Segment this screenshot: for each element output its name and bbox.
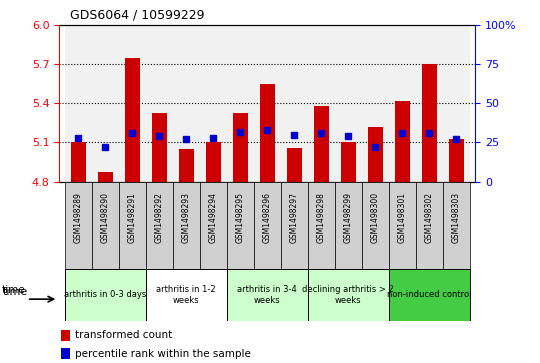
Bar bbox=[227, 269, 308, 321]
Text: percentile rank within the sample: percentile rank within the sample bbox=[76, 348, 251, 359]
Bar bbox=[389, 269, 470, 321]
Text: time: time bbox=[3, 287, 28, 297]
Text: GSM1498296: GSM1498296 bbox=[263, 192, 272, 243]
Text: arthritis in 1-2
weeks: arthritis in 1-2 weeks bbox=[157, 285, 216, 305]
Bar bbox=[389, 182, 416, 269]
Bar bbox=[314, 106, 329, 182]
Text: GSM1498300: GSM1498300 bbox=[371, 192, 380, 243]
Bar bbox=[260, 84, 275, 182]
Bar bbox=[335, 182, 362, 269]
Bar bbox=[125, 58, 140, 182]
Bar bbox=[335, 25, 362, 182]
Bar bbox=[173, 182, 200, 269]
Bar bbox=[389, 25, 416, 182]
Bar bbox=[422, 64, 437, 182]
Bar bbox=[146, 269, 227, 321]
Text: GSM1498294: GSM1498294 bbox=[209, 192, 218, 243]
Bar bbox=[227, 182, 254, 269]
Bar bbox=[119, 25, 146, 182]
Bar bbox=[281, 182, 308, 269]
Text: GSM1498289: GSM1498289 bbox=[74, 192, 83, 243]
Text: GSM1498303: GSM1498303 bbox=[452, 192, 461, 243]
Bar bbox=[146, 25, 173, 182]
Bar bbox=[92, 25, 119, 182]
Text: GSM1498292: GSM1498292 bbox=[155, 192, 164, 243]
Bar bbox=[179, 149, 194, 182]
Bar bbox=[254, 182, 281, 269]
Bar bbox=[254, 25, 281, 182]
Bar bbox=[146, 182, 173, 269]
Text: GSM1498301: GSM1498301 bbox=[398, 192, 407, 243]
Bar bbox=[443, 25, 470, 182]
Text: GSM1498302: GSM1498302 bbox=[425, 192, 434, 243]
Bar bbox=[200, 25, 227, 182]
Bar bbox=[308, 182, 335, 269]
Bar bbox=[65, 269, 146, 321]
Bar bbox=[281, 25, 308, 182]
Bar bbox=[362, 182, 389, 269]
Bar bbox=[173, 25, 200, 182]
Bar bbox=[368, 127, 383, 182]
Text: GSM1498297: GSM1498297 bbox=[290, 192, 299, 243]
Text: non-induced control: non-induced control bbox=[387, 290, 471, 299]
Bar bbox=[362, 25, 389, 182]
Bar bbox=[416, 25, 443, 182]
Bar bbox=[200, 182, 227, 269]
Bar bbox=[341, 143, 356, 182]
Text: GDS6064 / 10599229: GDS6064 / 10599229 bbox=[70, 9, 205, 22]
Bar bbox=[61, 348, 70, 359]
Bar bbox=[119, 182, 146, 269]
Bar bbox=[65, 182, 92, 269]
Bar bbox=[233, 113, 248, 182]
Bar bbox=[395, 101, 410, 182]
Bar bbox=[71, 143, 86, 182]
Text: GSM1498290: GSM1498290 bbox=[101, 192, 110, 243]
Bar bbox=[308, 269, 389, 321]
Text: GSM1498291: GSM1498291 bbox=[128, 192, 137, 243]
Bar bbox=[92, 182, 119, 269]
Bar bbox=[227, 25, 254, 182]
Bar bbox=[449, 139, 464, 182]
Text: arthritis in 3-4
weeks: arthritis in 3-4 weeks bbox=[238, 285, 297, 305]
Text: declining arthritis > 2
weeks: declining arthritis > 2 weeks bbox=[302, 285, 394, 305]
Bar bbox=[152, 113, 167, 182]
Text: transformed count: transformed count bbox=[76, 330, 173, 340]
Bar bbox=[443, 182, 470, 269]
Bar bbox=[287, 148, 302, 182]
Bar bbox=[98, 172, 113, 182]
Bar bbox=[65, 25, 92, 182]
Text: GSM1498293: GSM1498293 bbox=[182, 192, 191, 243]
Bar bbox=[61, 330, 70, 341]
Text: GSM1498299: GSM1498299 bbox=[344, 192, 353, 243]
Text: GSM1498298: GSM1498298 bbox=[317, 192, 326, 243]
Bar bbox=[416, 182, 443, 269]
Bar bbox=[308, 25, 335, 182]
Text: arthritis in 0-3 days: arthritis in 0-3 days bbox=[64, 290, 146, 299]
Text: time: time bbox=[1, 285, 25, 295]
Text: GSM1498295: GSM1498295 bbox=[236, 192, 245, 243]
Bar bbox=[206, 143, 221, 182]
